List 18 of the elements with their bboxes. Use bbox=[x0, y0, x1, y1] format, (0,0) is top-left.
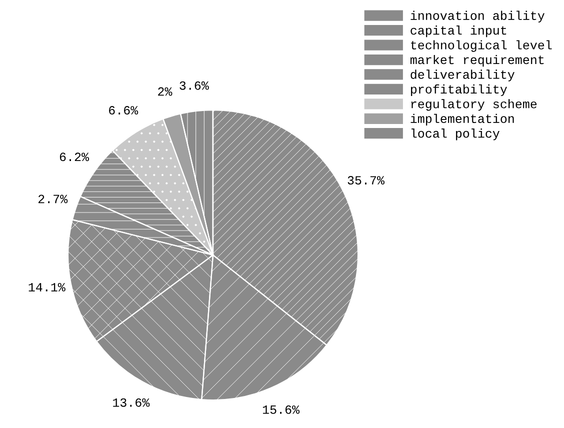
legend-label: technological level bbox=[411, 40, 552, 52]
data-label: 2.7% bbox=[38, 194, 68, 204]
legend-label: deliverability bbox=[410, 70, 514, 82]
data-label: 3.6% bbox=[180, 81, 209, 90]
legend-label: regulatory scheme bbox=[411, 99, 537, 111]
legend-label: market requirement bbox=[410, 54, 544, 67]
legend-label: implementation bbox=[410, 114, 514, 126]
data-label: 6.6% bbox=[109, 106, 138, 115]
legend-label: local policy bbox=[412, 128, 500, 140]
data-label: 6.2% bbox=[60, 152, 90, 162]
legend-label: profitability bbox=[410, 84, 507, 96]
data-label: 13.6% bbox=[113, 398, 150, 407]
data-label: 14.1% bbox=[28, 283, 66, 292]
data-label: 35.7% bbox=[348, 176, 384, 185]
data-label: 15.6% bbox=[262, 405, 300, 414]
data-label: 2% bbox=[158, 87, 172, 96]
legend-label: capital input bbox=[410, 26, 506, 38]
legend-label: innovation ability bbox=[410, 10, 544, 22]
